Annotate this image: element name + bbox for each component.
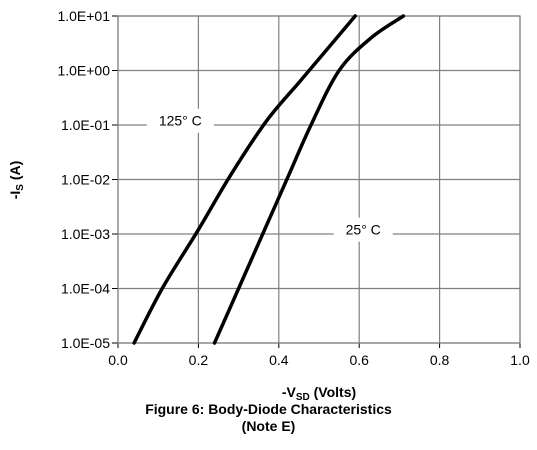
x-tick-label: 0.4 bbox=[269, 352, 289, 368]
annotation-background bbox=[146, 108, 214, 133]
x-tick-labels: 0.0 0.2 0.4 0.6 0.8 1.0 bbox=[108, 352, 530, 368]
annotation-background bbox=[333, 217, 393, 242]
series-annotation: 25° C bbox=[346, 222, 381, 238]
x-tick-label: 0.0 bbox=[108, 352, 128, 368]
series-annotation: 125° C bbox=[159, 113, 202, 129]
x-axis-title: -VSD (Volts) bbox=[282, 384, 356, 403]
y-tick-label: 1.0E-02 bbox=[61, 172, 110, 188]
y-tick-label: 1.0E-04 bbox=[61, 281, 110, 297]
y-axis-title: -IS (A) bbox=[7, 161, 26, 200]
figure-note: (Note E) bbox=[241, 418, 296, 434]
y-tick-labels: 1.0E-05 1.0E-04 1.0E-03 1.0E-02 1.0E-01 1.0E+… bbox=[57, 8, 110, 351]
y-tick-label: 1.0E+00 bbox=[57, 63, 110, 79]
y-tick-label: 1.0E-03 bbox=[61, 226, 110, 242]
y-tick-label: 1.0E-05 bbox=[61, 335, 110, 351]
annotations: 125° C 25° C bbox=[146, 108, 393, 242]
x-tick-label: 0.6 bbox=[349, 352, 369, 368]
plot-border bbox=[117, 15, 521, 344]
x-tick-label: 0.8 bbox=[430, 352, 450, 368]
y-tick-label: 1.0E+01 bbox=[57, 8, 110, 24]
series-line-0 bbox=[132, 14, 357, 345]
y-tick-label: 1.0E-01 bbox=[61, 117, 110, 133]
figure-caption: Figure 6: Body-Diode Characteristics bbox=[145, 401, 392, 417]
x-tick-label: 0.2 bbox=[189, 352, 209, 368]
grid bbox=[112, 15, 521, 348]
series-line-1 bbox=[212, 14, 406, 345]
curves bbox=[132, 14, 406, 345]
x-tick-label: 1.0 bbox=[510, 352, 530, 368]
